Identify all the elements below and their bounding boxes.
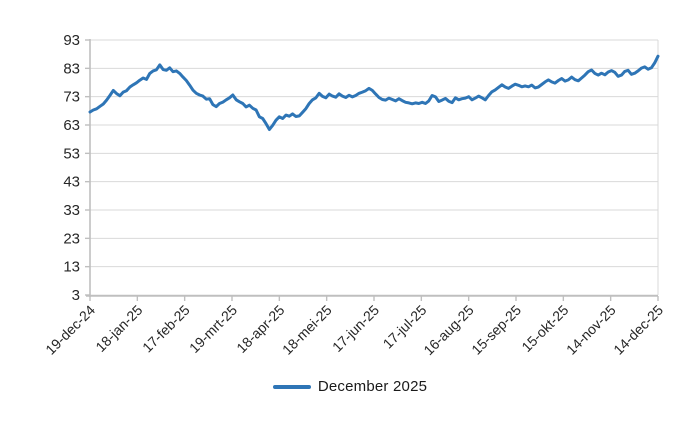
y-tick-label: 53: [63, 145, 80, 162]
x-tick-label: 17-jun-25: [329, 302, 382, 355]
x-tick-label: 16-aug-25: [420, 302, 477, 359]
x-tick-label: 18-mei-25: [279, 302, 335, 358]
x-tick-label: 19-mrt-25: [186, 302, 240, 356]
y-tick-label: 63: [63, 117, 80, 134]
legend: December 2025: [0, 378, 700, 395]
x-tick-label: 15-sep-25: [468, 302, 524, 358]
y-tick-label: 93: [63, 32, 80, 49]
y-tick-label: 33: [63, 202, 80, 219]
x-tick-label: 14-nov-25: [563, 302, 619, 358]
y-tick-label: 73: [63, 89, 80, 106]
legend-line-marker: [272, 384, 311, 389]
x-tick-label: 19-dec-24: [42, 302, 98, 358]
y-tick-label: 23: [63, 230, 80, 247]
x-tick-label: 18-jan-25: [92, 302, 145, 355]
y-tick-label: 43: [63, 174, 80, 191]
x-tick-label: 17-feb-25: [139, 302, 193, 356]
y-tick-label: 13: [63, 259, 80, 276]
y-tick-label: 83: [63, 60, 80, 77]
y-tick-label: 3: [72, 287, 80, 304]
legend-label: December 2025: [317, 378, 428, 395]
series-line: [88, 54, 660, 131]
x-tick-label: 14-dec-25: [610, 302, 666, 358]
